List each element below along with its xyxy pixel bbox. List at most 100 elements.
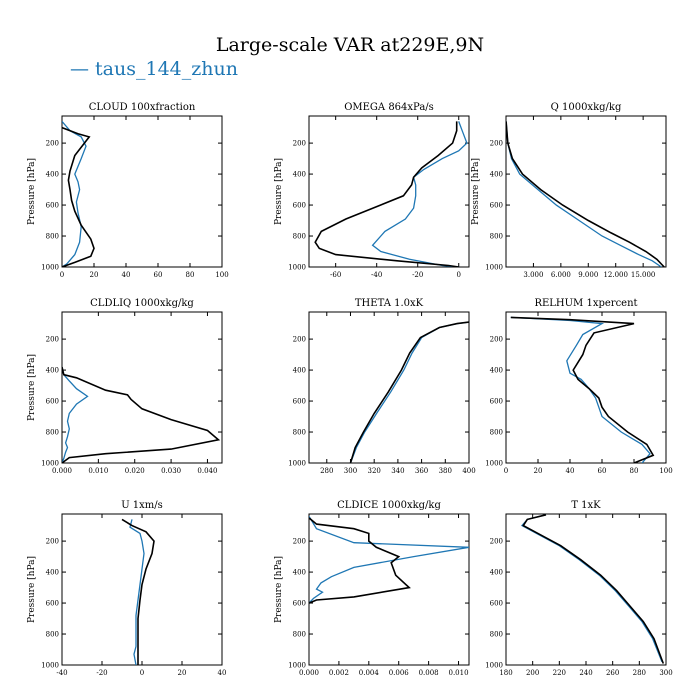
x-tick-label: 3.000: [523, 271, 543, 279]
panel-1: OMEGA 864xPa/s 200 400 600 800 1000 -60 -40 -20 0…: [274, 102, 470, 279]
y-tick-label: 1000: [288, 662, 306, 670]
panel-title: THETA 1.0xK: [355, 298, 424, 309]
series-line-black: [62, 366, 221, 463]
legend-label: taus_144_zhun: [95, 58, 238, 80]
x-tick-label: -40: [371, 271, 382, 279]
x-tick-label: 20: [178, 669, 187, 677]
y-tick-label: 1000: [485, 264, 503, 272]
y-tick-label: 200: [46, 336, 59, 344]
y-tick-label: 400: [293, 367, 306, 375]
series-line-black: [62, 126, 95, 267]
panel-title: T 1xK: [571, 500, 601, 511]
x-tick-label: 60: [154, 271, 163, 279]
y-tick-label: 600: [293, 202, 306, 210]
series-line-black: [121, 518, 155, 665]
x-tick-label: 0: [457, 271, 461, 279]
x-tick-label: 240: [579, 669, 592, 677]
x-tick-label: 0: [504, 467, 508, 475]
y-tick-label: 800: [46, 429, 59, 437]
x-tick-label: 20: [534, 467, 543, 475]
x-tick-label: 0.030: [161, 467, 181, 475]
x-tick-label: -20: [96, 669, 107, 677]
y-tick-label: 600: [46, 202, 59, 210]
x-tick-label: 360: [415, 467, 428, 475]
x-tick-label: 0.004: [359, 669, 380, 677]
plot-frame: [61, 115, 223, 268]
y-tick-label: 800: [490, 233, 503, 241]
x-tick-label: 260: [606, 669, 619, 677]
y-tick-label: 600: [46, 600, 59, 608]
x-tick-label: 40: [218, 669, 227, 677]
panel-title: CLDICE 1000xkg/kg: [337, 500, 441, 511]
x-tick-label: 9.000: [578, 271, 598, 279]
x-tick-label: -60: [330, 271, 341, 279]
y-tick-label: 400: [46, 569, 59, 577]
plot-frame: [505, 513, 667, 666]
x-tick-label: 340: [391, 467, 404, 475]
y-tick-label: 800: [490, 429, 503, 437]
x-tick-label: 80: [630, 467, 639, 475]
x-tick-label: 280: [320, 467, 333, 475]
x-tick-label: 0.010: [449, 669, 469, 677]
y-tick-label: 600: [490, 398, 503, 406]
x-tick-label: 6.000: [551, 271, 571, 279]
series-line-black: [522, 514, 665, 664]
x-tick-label: 180: [499, 669, 512, 677]
x-tick-label: 0.010: [88, 467, 108, 475]
y-tick-label: 600: [293, 398, 306, 406]
y-tick-label: 400: [490, 569, 503, 577]
y-tick-label: 1000: [41, 460, 59, 468]
y-tick-label: 200: [46, 140, 59, 148]
y-tick-label: 1000: [288, 460, 306, 468]
y-tick-label: 1000: [288, 264, 306, 272]
series-line-black: [314, 121, 459, 267]
y-tick-label: 1000: [41, 264, 59, 272]
y-tick-label: 800: [490, 631, 503, 639]
y-tick-label: 200: [490, 538, 503, 546]
panel-title: CLDLIQ 1000xkg/kg: [90, 298, 194, 309]
y-tick-label: 200: [490, 140, 503, 148]
y-tick-label: 1000: [485, 460, 503, 468]
y-tick-label: 200: [490, 336, 503, 344]
y-tick-label: 400: [490, 367, 503, 375]
figure-title: Large-scale VAR at229E,9N: [215, 34, 485, 56]
y-axis-label: Pressure [hPa]: [471, 158, 481, 225]
y-tick-label: 800: [293, 233, 306, 241]
panel-title: Q 1000xkg/kg: [551, 102, 622, 113]
y-tick-label: 600: [293, 600, 306, 608]
x-tick-label: 100: [215, 271, 228, 279]
plot-frame: [308, 311, 470, 464]
plot-frame: [308, 115, 470, 268]
x-tick-label: 15.000: [631, 271, 656, 279]
y-tick-label: 1000: [41, 662, 59, 670]
x-tick-label: 320: [367, 467, 380, 475]
y-tick-label: 400: [46, 367, 59, 375]
series-line-black: [510, 316, 655, 463]
x-tick-label: 0.000: [299, 669, 319, 677]
x-tick-label: 60: [598, 467, 607, 475]
x-tick-label: 400: [462, 467, 475, 475]
series-line-blue: [129, 519, 145, 665]
x-tick-label: 0.040: [197, 467, 217, 475]
x-tick-label: 12.000: [603, 271, 628, 279]
y-tick-label: 800: [46, 631, 59, 639]
series-line-black: [309, 517, 411, 604]
plot-frame: [308, 513, 470, 666]
series-line-blue: [510, 316, 651, 463]
x-tick-label: 100: [659, 467, 672, 475]
panel-title: CLOUD 100xfraction: [89, 102, 196, 113]
x-tick-label: 0.006: [389, 669, 410, 677]
y-tick-label: 600: [46, 398, 59, 406]
panel-title: RELHUM 1xpercent: [534, 298, 637, 309]
y-axis-label: Pressure [hPa]: [27, 158, 37, 225]
panel-4: THETA 1.0xK 200 400 600 800 1000 280 300 320 340 3…: [288, 298, 476, 475]
y-tick-label: 200: [293, 538, 306, 546]
plot-frame: [61, 311, 223, 464]
x-tick-label: 0.000: [52, 467, 72, 475]
x-tick-label: -20: [412, 271, 423, 279]
